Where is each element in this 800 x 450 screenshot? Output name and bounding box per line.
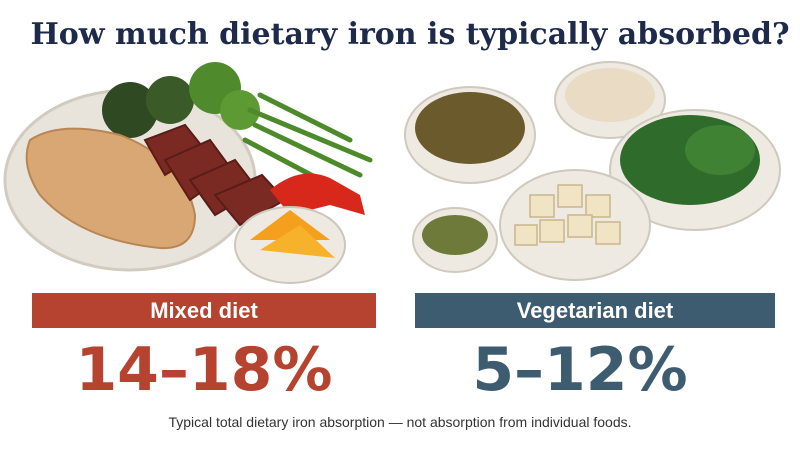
mixed-diet-range: 14–18% xyxy=(75,335,332,405)
vegetarian-diet-label: Vegetarian diet xyxy=(517,298,674,323)
vegetarian-diet-photo xyxy=(404,61,781,281)
title: How much dietary iron is typically absor… xyxy=(30,17,789,52)
mixed-diet-banner xyxy=(32,293,376,328)
mixed-diet-photo xyxy=(3,62,373,284)
vegetarian-diet-range: 5–12% xyxy=(472,335,687,405)
vegetarian-diet-banner xyxy=(415,293,775,328)
footnote: Typical total dietary iron absorption — … xyxy=(168,414,631,430)
mixed-diet-label: Mixed diet xyxy=(150,298,258,323)
